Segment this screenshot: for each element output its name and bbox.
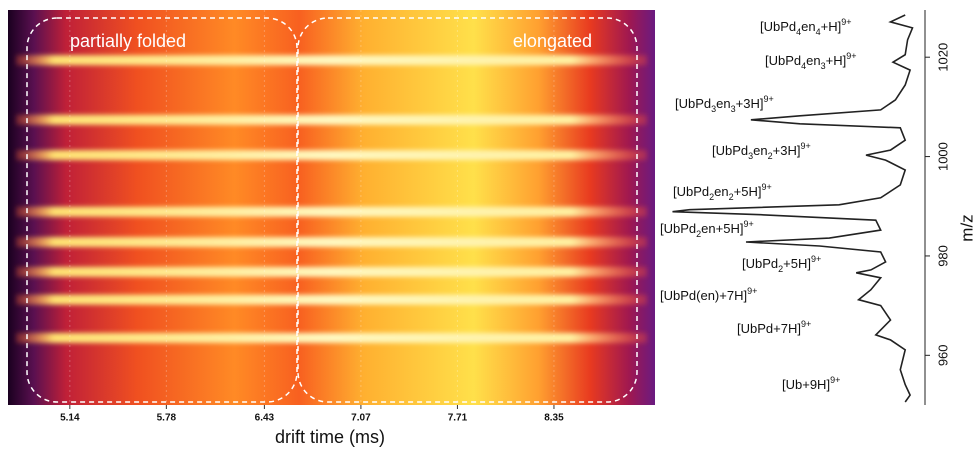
region-label: elongated — [513, 31, 592, 51]
peak-label: [UbPd2+5H]9+ — [742, 254, 821, 274]
label-part: [UbPd — [675, 96, 711, 111]
label-part: en — [753, 143, 767, 158]
label-part: 3 — [821, 61, 826, 71]
label-part: 4 — [816, 27, 821, 37]
label-part: 9+ — [747, 286, 757, 296]
label-part: [Ub+9H] — [782, 377, 830, 392]
peak-label: [UbPd2en+5H]9+ — [660, 219, 754, 239]
intensity-band — [16, 332, 647, 343]
x-tick-label: 7.07 — [351, 413, 371, 424]
y-tick-label: 1000 — [935, 142, 950, 171]
x-tick-label: 8.35 — [544, 413, 564, 424]
y-tick-label: 1020 — [935, 43, 950, 72]
folded-region — [26, 17, 298, 403]
x-tick-label: 6.43 — [255, 413, 275, 424]
label-part: +3H] — [773, 143, 801, 158]
peak-label: [UbPd4en3+H]9+ — [765, 51, 857, 71]
label-part: [UbPd — [673, 184, 709, 199]
peak-label: [UbPd3en3+3H]9+ — [675, 94, 774, 114]
label-part: +3H] — [736, 96, 764, 111]
label-part: 9+ — [763, 94, 773, 104]
y-axis-title: m/z — [957, 214, 976, 241]
spectrum-line — [672, 14, 914, 403]
label-part: +H] — [821, 19, 842, 34]
intensity-band — [16, 294, 647, 305]
label-part: +H] — [826, 53, 847, 68]
intensity-band — [16, 114, 647, 125]
intensity-band — [16, 237, 647, 248]
peak-label: [UbPd4en4+H]9+ — [760, 17, 852, 37]
label-part: en+5H] — [701, 221, 743, 236]
label-part: 3 — [731, 104, 736, 114]
x-tick-label: 5.14 — [60, 413, 80, 424]
intensity-band — [16, 266, 647, 277]
x-tick-label: 7.71 — [448, 413, 468, 424]
label-part: 3 — [711, 104, 716, 114]
label-part: 2 — [778, 264, 783, 274]
intensity-band — [16, 55, 647, 66]
label-part: 4 — [796, 27, 801, 37]
label-part: [UbPd — [760, 19, 796, 34]
elongated-region — [297, 17, 638, 403]
label-part: 4 — [801, 61, 806, 71]
heatmap — [8, 10, 655, 405]
label-part: en — [714, 184, 728, 199]
label-part: 9+ — [841, 17, 851, 27]
label-part: en — [716, 96, 730, 111]
label-part: 9+ — [830, 375, 840, 385]
peak-label: [UbPd2en2+5H]9+ — [673, 182, 772, 202]
y-tick-label: 980 — [935, 245, 950, 267]
label-part: +5H] — [734, 184, 762, 199]
label-part: [UbPd — [742, 256, 778, 271]
x-axis-title: drift time (ms) — [275, 427, 385, 447]
region-label: partially folded — [70, 31, 186, 51]
label-part: [UbPd — [660, 221, 696, 236]
intensity-band — [16, 206, 647, 217]
peak-label: [UbPd(en)+7H]9+ — [660, 286, 757, 303]
label-part: en — [801, 19, 815, 34]
label-part: 2 — [729, 192, 734, 202]
label-part: 2 — [696, 229, 701, 239]
label-part: 3 — [748, 151, 753, 161]
label-part: +5H] — [783, 256, 811, 271]
peak-label: [Ub+9H]9+ — [782, 375, 840, 392]
peak-label: [UbPd+7H]9+ — [737, 319, 811, 336]
label-part: 9+ — [743, 219, 753, 229]
label-part: [UbPd — [765, 53, 801, 68]
label-part: 9+ — [846, 51, 856, 61]
label-part: [UbPd — [712, 143, 748, 158]
label-part: 9+ — [811, 254, 821, 264]
label-part: en — [806, 53, 820, 68]
label-part: [UbPd+7H] — [737, 321, 801, 336]
label-part: 9+ — [800, 141, 810, 151]
label-part: 2 — [768, 151, 773, 161]
label-part: [UbPd(en)+7H] — [660, 288, 747, 303]
intensity-band — [16, 150, 647, 161]
label-part: 9+ — [801, 319, 811, 329]
peak-label: [UbPd3en2+3H]9+ — [712, 141, 811, 161]
y-tick-label: 960 — [935, 344, 950, 366]
label-part: 9+ — [761, 182, 771, 192]
label-part: 2 — [709, 192, 714, 202]
x-tick-label: 5.78 — [157, 413, 177, 424]
